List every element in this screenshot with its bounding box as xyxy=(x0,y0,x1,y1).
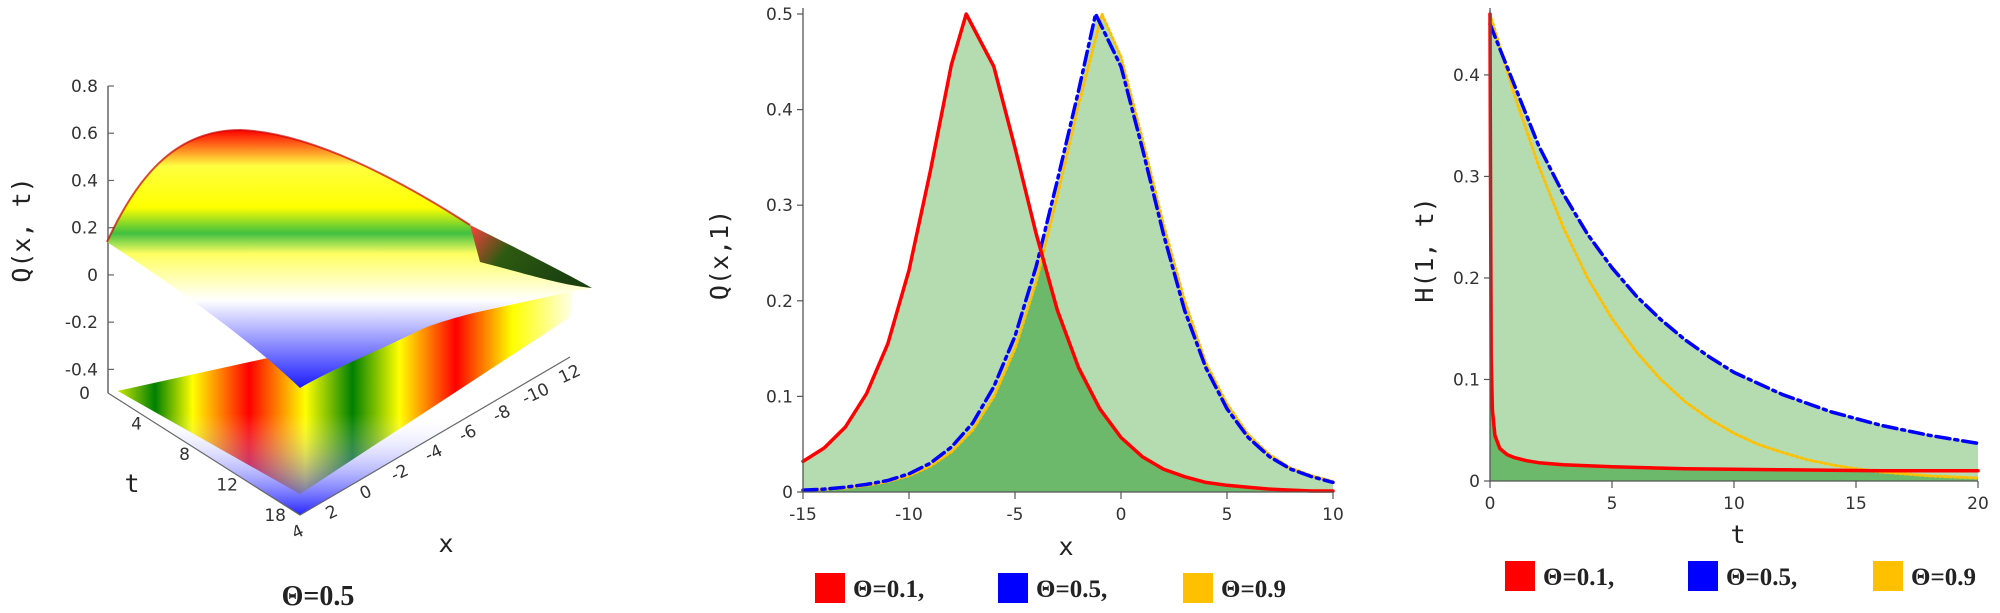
legend-label-1: Θ=0.5, xyxy=(1036,576,1107,603)
legend-label-0: Θ=0.1, xyxy=(1543,564,1614,591)
z-axis-label: Q(x, t) xyxy=(7,177,36,282)
x-tick-label-3d: 0 xyxy=(357,482,375,505)
x-tick-label: 20 xyxy=(1967,494,1989,514)
z-tick-label: 0.2 xyxy=(71,219,98,239)
x-tick-label: 5 xyxy=(1607,494,1618,514)
q-profile-legend: Θ=0.1, Θ=0.5, Θ=0.9 xyxy=(815,573,1286,603)
t-axis-ticks: 0 4 8 12 18 xyxy=(79,384,286,526)
t-tick-label: 4 xyxy=(131,415,142,435)
h-profile-y-label: H(1, t) xyxy=(1410,197,1439,302)
x-tick-label: -15 xyxy=(789,505,817,525)
h-profile-lines xyxy=(1488,12,1980,480)
legend-label-0: Θ=0.1, xyxy=(853,576,924,603)
z-tick-label: 0 xyxy=(87,266,98,286)
y-tick-label: 0.2 xyxy=(1453,269,1480,289)
y-tick-label: 0 xyxy=(782,483,793,503)
envelope-area-light xyxy=(1490,14,1978,481)
q-profile-y-label: Q(x,1) xyxy=(705,210,734,300)
y-tick-label: 0.1 xyxy=(1453,370,1480,390)
t-tick-label: 0 xyxy=(79,384,90,404)
x-tick-label-3d: -8 xyxy=(490,401,514,426)
legend-swatch-1 xyxy=(998,573,1028,603)
x-tick-label-3d: 2 xyxy=(323,501,341,524)
x-axis-label-3d: x xyxy=(438,529,453,558)
x-tick-label-3d: -6 xyxy=(456,421,480,446)
legend-label-2: Θ=0.9 xyxy=(1221,576,1286,603)
q-profile-lines xyxy=(801,12,1335,493)
surface-caption: Θ=0.5 xyxy=(282,581,355,612)
x-tick-label-3d: -2 xyxy=(388,461,412,486)
q-profile-axes: 0 0.1 0.2 0.3 0.4 0.5 -15 -10 -5 0 5 10 xyxy=(766,5,1344,525)
envelope-area-dark xyxy=(803,260,1333,492)
x-tick-label: 0 xyxy=(1485,494,1496,514)
legend-label-1: Θ=0.5, xyxy=(1726,564,1797,591)
x-tick-label: -10 xyxy=(895,505,923,525)
y-tick-label: 0.1 xyxy=(766,387,793,407)
h-profile-panel: 00.10.20.30.40 5 10 15 20 H(1, t) t Θ=0.1, Θ=… xyxy=(1410,8,1989,591)
h-profile-x-label: t xyxy=(1730,520,1745,549)
series-line-0 xyxy=(801,12,1335,493)
series-line-0 xyxy=(1488,12,1980,473)
floor-edges xyxy=(107,356,571,516)
x-tick-label: 10 xyxy=(1723,494,1745,514)
y-tick-label: 0.4 xyxy=(766,101,793,121)
legend-swatch-0 xyxy=(815,573,845,603)
legend-swatch-2 xyxy=(1873,561,1903,591)
x-tick-label: 0 xyxy=(1116,505,1127,525)
z-tick-label: 0.4 xyxy=(71,171,98,191)
y-tick-label: 0.2 xyxy=(766,292,793,312)
h-profile-areas xyxy=(1490,14,1978,481)
x-tick-label-3d: -4 xyxy=(422,441,446,466)
h-profile-legend: Θ=0.1, Θ=0.5, Θ=0.9 xyxy=(1505,561,1976,591)
q-profile-panel: 0 0.1 0.2 0.3 0.4 0.5 -15 -10 -5 0 5 10 Q(x,1) x Θ=… xyxy=(705,5,1344,603)
y-tick-label: 0.5 xyxy=(766,5,793,25)
legend-swatch-0 xyxy=(1505,561,1535,591)
q-profile-x-label: x xyxy=(1058,532,1073,561)
t-tick-label: 8 xyxy=(179,445,190,465)
legend-label-2: Θ=0.9 xyxy=(1911,564,1976,591)
q-profile-areas xyxy=(803,14,1333,493)
x-tick-label: -5 xyxy=(1007,505,1024,525)
t-axis-label: t xyxy=(124,469,139,498)
x-tick-label-3d: 4 xyxy=(289,521,307,544)
x-tick-label-3d: 12 xyxy=(556,361,584,388)
surface-side xyxy=(470,225,592,288)
series-line-1 xyxy=(1488,22,1980,446)
envelope-area-light xyxy=(803,14,1333,493)
x-tick-label: 5 xyxy=(1222,505,1233,525)
x-tick-label: 10 xyxy=(1322,505,1344,525)
z-axis-ticks: 0.8 0.6 0.4 0.2 0 -0.2 -0.4 xyxy=(65,77,114,380)
t-tick-label: 12 xyxy=(216,476,238,496)
surface-sheet xyxy=(107,130,592,388)
y-tick-label: 0 xyxy=(1469,472,1480,492)
z-tick-label: 0.6 xyxy=(71,124,98,144)
h-profile-axes: 0 0.1 0.2 0.3 0.4 0 5 10 15 20 xyxy=(1453,8,1989,514)
z-tick-label: 0.8 xyxy=(71,77,98,97)
y-tick-label: 0.3 xyxy=(766,196,793,216)
legend-swatch-1 xyxy=(1688,561,1718,591)
z-tick-label: -0.2 xyxy=(65,313,98,333)
y-tick-label: 0.3 xyxy=(1453,167,1480,187)
x-tick-label: 15 xyxy=(1845,494,1867,514)
t-tick-label: 18 xyxy=(264,506,286,526)
series-line-1 xyxy=(801,12,1335,492)
y-tick-label: 0.4 xyxy=(1453,66,1480,86)
z-tick-label: -0.4 xyxy=(65,360,98,380)
legend-swatch-2 xyxy=(1183,573,1213,603)
surface-ridge xyxy=(106,128,471,243)
